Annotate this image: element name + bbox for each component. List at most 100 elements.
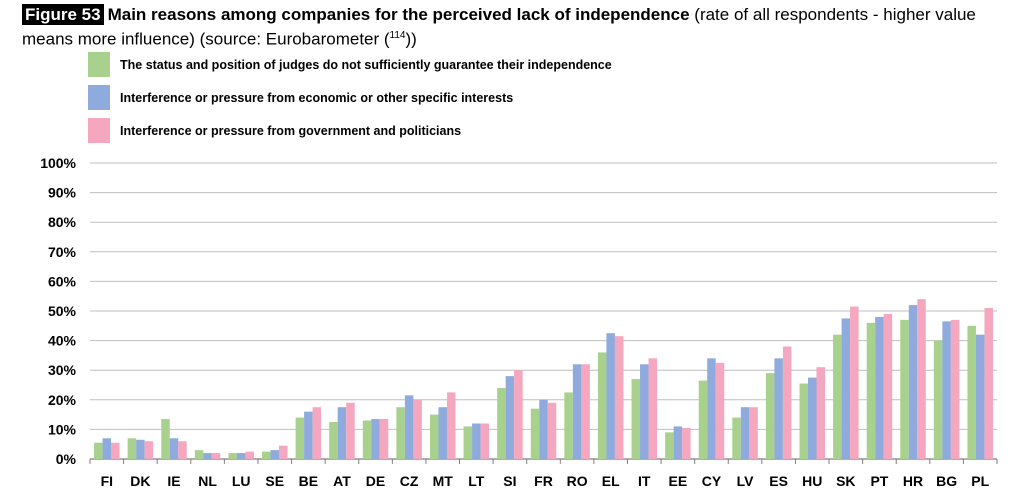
bar-government-hr	[917, 299, 926, 459]
bar-government-dk	[144, 441, 154, 459]
bar-status-de	[362, 420, 372, 459]
bar-economic-lt	[472, 423, 481, 459]
bar-status-ro	[564, 392, 573, 459]
x-tick-label-es: ES	[769, 473, 788, 489]
x-tick-label-se: SE	[265, 473, 284, 489]
x-tick-label-lt: LT	[468, 473, 485, 489]
chart-title: Figure 53 Main reasons among companies fo…	[22, 4, 1012, 50]
bar-status-mt	[429, 414, 439, 459]
x-tick-label-cz: CZ	[400, 473, 419, 489]
bar-status-lu	[228, 453, 237, 459]
bar-status-se	[262, 451, 271, 459]
bar-chart: 0% 10% 20% 30% 40% 50% 60% 70% 80% 90% 100% FI DK IE N…	[40, 155, 998, 489]
bar-economic-pl	[975, 334, 985, 459]
x-tick-label-be: BE	[299, 473, 318, 489]
bar-economic-si	[505, 376, 515, 459]
x-tick-label-nl: NL	[198, 473, 217, 489]
bar-economic-sk	[841, 318, 851, 459]
bar-government-sk	[850, 306, 859, 459]
y-tick-label: 10%	[48, 421, 77, 437]
x-tick-label-bg: BG	[936, 473, 957, 489]
bar-economic-be	[304, 411, 313, 459]
bar-government-be	[312, 407, 322, 459]
bar-government-mt	[446, 392, 456, 459]
x-tick-label-el: EL	[602, 473, 620, 489]
bar-economic-de	[371, 419, 380, 459]
x-tick-label-fr: FR	[534, 473, 553, 489]
bar-status-lt	[463, 426, 473, 459]
bar-status-hu	[799, 383, 808, 459]
bar-government-ee	[682, 427, 691, 459]
bar-economic-mt	[438, 407, 447, 459]
x-tick-label-ro: RO	[567, 473, 588, 489]
bar-economic-at	[337, 407, 347, 459]
bar-government-cz	[413, 399, 422, 459]
bar-government-bg	[950, 319, 960, 459]
bar-status-sk	[833, 334, 842, 459]
bar-economic-hu	[807, 377, 817, 459]
legend-label-status: The status and position of judges do not…	[120, 58, 612, 72]
bar-economic-hr	[908, 305, 918, 459]
bar-status-be	[295, 417, 305, 459]
legend-swatch-government	[88, 118, 110, 143]
bar-government-ie	[178, 441, 187, 459]
y-tick-label: 100%	[40, 155, 76, 171]
bar-economic-ro	[572, 364, 582, 459]
bar-economic-el	[606, 333, 615, 459]
x-tick-label-hr: HR	[903, 473, 923, 489]
bar-status-bg	[933, 340, 943, 459]
bar-status-dk	[127, 438, 137, 459]
bar-status-nl	[194, 450, 204, 459]
legend-label-government: Interference or pressure from government…	[120, 124, 462, 138]
x-tick-label-it: IT	[638, 473, 651, 489]
x-tick-label-at: AT	[333, 473, 351, 489]
bar-status-hr	[900, 319, 909, 459]
x-tick-label-pl: PL	[971, 473, 989, 489]
x-tick-label-cy: CY	[702, 473, 722, 489]
x-tick-label-hu: HU	[802, 473, 822, 489]
bar-government-es	[782, 346, 792, 459]
bar-government-lu	[245, 451, 254, 459]
bar-economic-lv	[740, 407, 750, 459]
bar-government-fr	[547, 402, 557, 459]
x-tick-label-lu: LU	[232, 473, 251, 489]
bar-economic-fr	[539, 399, 548, 459]
bar-economic-ie	[169, 438, 179, 459]
bar-economic-ee	[673, 426, 683, 459]
bar-status-pt	[866, 322, 876, 459]
legend-swatch-economic	[88, 85, 110, 110]
title-close: ))	[405, 29, 417, 49]
x-tick-label-ie: IE	[167, 473, 180, 489]
bar-government-si	[514, 370, 523, 459]
bar-government-hu	[816, 367, 825, 459]
x-tick-label-sk: SK	[836, 473, 855, 489]
bar-government-pl	[984, 308, 993, 459]
bar-status-fr	[530, 408, 540, 459]
y-tick-label: 90%	[48, 185, 77, 201]
bar-government-pt	[883, 313, 893, 459]
legend-label-economic: Interference or pressure from economic o…	[120, 91, 514, 105]
title-main: Main reasons among companies for the per…	[107, 5, 690, 24]
bar-government-se	[279, 445, 288, 459]
bar-economic-lu	[236, 453, 246, 459]
x-tick-label-lv: LV	[737, 473, 755, 489]
figure-label: Figure 53	[22, 4, 104, 25]
y-tick-label: 50%	[48, 303, 77, 319]
bar-government-fi	[111, 442, 120, 459]
y-tick-label: 80%	[48, 214, 77, 230]
y-tick-label: 30%	[48, 362, 77, 378]
x-tick-label-dk: DK	[130, 473, 150, 489]
bar-economic-es	[774, 358, 783, 459]
bar-economic-dk	[136, 439, 145, 459]
bar-economic-bg	[942, 321, 951, 459]
bar-status-el	[597, 352, 607, 459]
bar-status-lv	[732, 417, 741, 459]
x-tick-label-fi: FI	[101, 473, 113, 489]
bar-government-lt	[480, 423, 490, 459]
bar-government-nl	[211, 453, 221, 459]
y-tick-label: 70%	[48, 244, 77, 260]
bar-economic-cz	[404, 395, 414, 459]
bar-economic-it	[640, 364, 649, 459]
bar-government-el	[614, 336, 624, 459]
y-tick-label: 40%	[48, 333, 77, 349]
